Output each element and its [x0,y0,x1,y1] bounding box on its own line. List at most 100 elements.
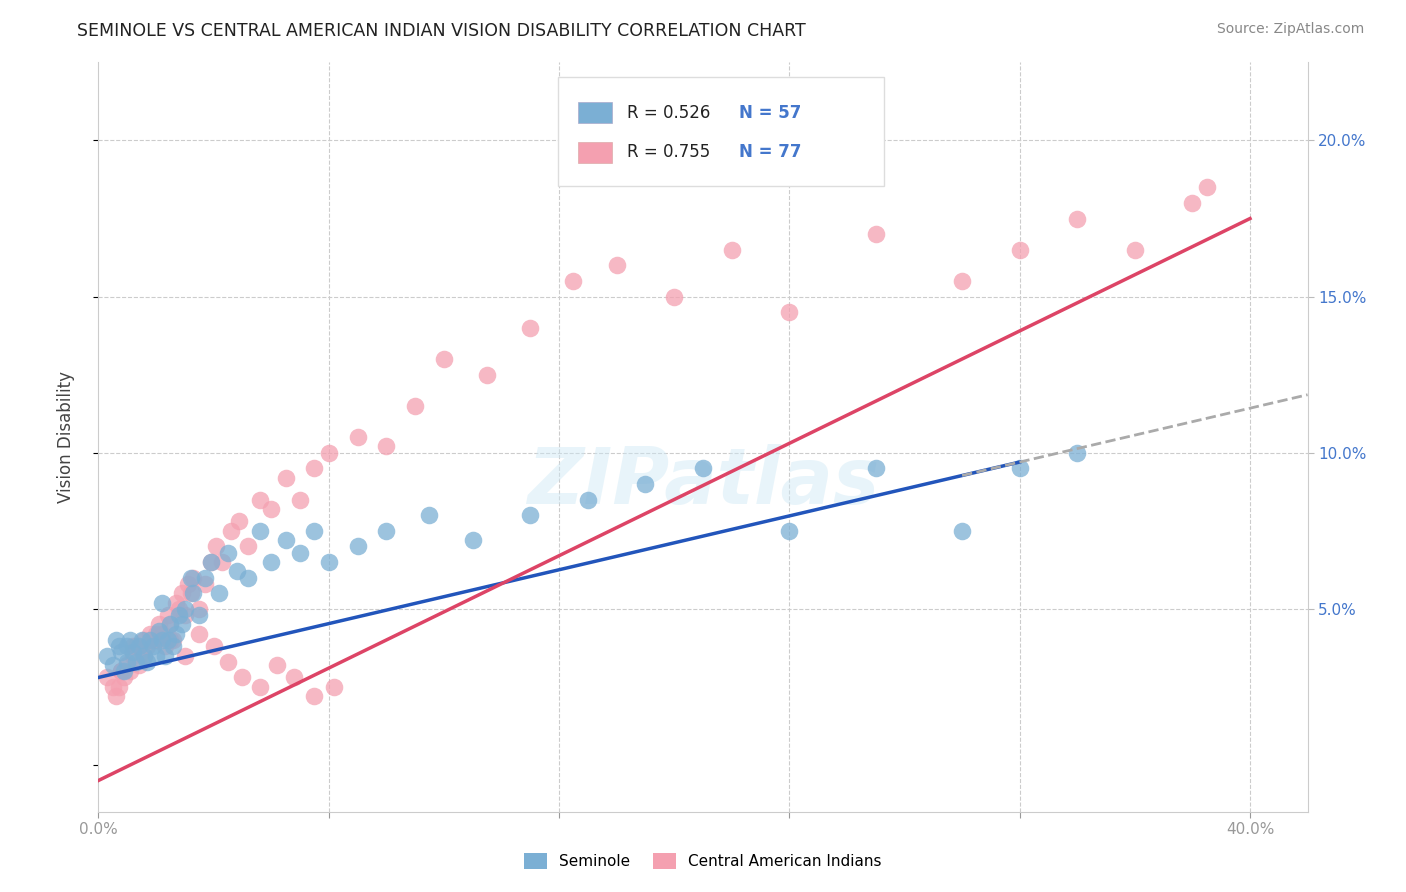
Point [950,524,973,538]
Point [173,608,195,623]
Point [128,658,150,673]
Point [104,689,127,703]
Point [211,555,233,569]
Point [104,633,127,648]
Text: R = 0.526: R = 0.526 [627,103,710,121]
Point [162,639,184,653]
Point [692,461,714,475]
Point [519,320,541,334]
Point [170,586,193,600]
Point [318,445,340,460]
Point [461,533,484,547]
Point [778,305,800,319]
Point [375,440,398,454]
Point [110,664,132,679]
Point [170,617,193,632]
Point [304,524,326,538]
Point [1123,243,1146,257]
Point [165,626,187,640]
Point [122,646,145,660]
Point [136,639,159,653]
Point [720,243,742,257]
Point [173,648,195,663]
Point [865,227,887,241]
Text: R = 0.755: R = 0.755 [627,144,710,161]
Point [183,586,205,600]
Point [266,658,288,673]
Point [200,555,222,569]
Point [180,571,202,585]
Point [131,646,153,660]
Point [249,524,271,538]
Point [205,539,228,553]
Point [156,633,179,648]
Point [150,626,173,640]
Point [188,601,211,615]
Point [208,586,231,600]
Point [110,664,132,679]
Point [274,470,297,484]
Point [122,639,145,653]
Point [159,617,181,632]
FancyBboxPatch shape [558,78,884,186]
Point [231,671,253,685]
Point [778,524,800,538]
Point [112,664,135,679]
Point [142,633,165,648]
Point [283,671,305,685]
Point [634,476,657,491]
Point [188,608,211,623]
Point [112,671,135,685]
Point [115,655,138,669]
Point [110,646,132,660]
Point [576,492,599,507]
Point [288,492,311,507]
Point [176,576,198,591]
Point [519,508,541,523]
Point [606,258,628,272]
Bar [578,103,613,123]
Text: ZIPatlas: ZIPatlas [527,444,879,520]
Point [115,639,138,653]
Point [236,539,259,553]
Text: N = 77: N = 77 [740,144,801,161]
Point [96,648,118,663]
Point [260,555,283,569]
Point [159,617,181,632]
Point [150,633,173,648]
Bar [578,142,613,163]
Point [156,608,179,623]
Point [145,626,167,640]
Point [200,555,222,569]
Point [225,565,247,579]
Point [865,461,887,475]
Point [125,655,148,669]
Point [323,680,346,694]
Point [562,274,585,288]
Point [145,648,167,663]
Point [115,658,138,673]
Point [1066,211,1088,226]
Point [159,633,181,648]
Point [228,514,250,528]
Point [165,596,187,610]
Point [139,633,162,648]
Point [274,533,297,547]
Point [404,399,426,413]
Point [153,639,176,653]
Point [1008,243,1031,257]
Point [107,680,129,694]
Point [1008,461,1031,475]
Point [194,571,217,585]
Point [375,524,398,538]
Point [101,658,124,673]
Point [183,571,205,585]
Point [120,664,142,679]
Point [125,639,148,653]
Point [136,655,159,669]
Legend: Seminole, Central American Indians: Seminole, Central American Indians [517,847,889,875]
Point [433,351,456,366]
Point [194,576,217,591]
Point [1066,445,1088,460]
Point [145,633,167,648]
